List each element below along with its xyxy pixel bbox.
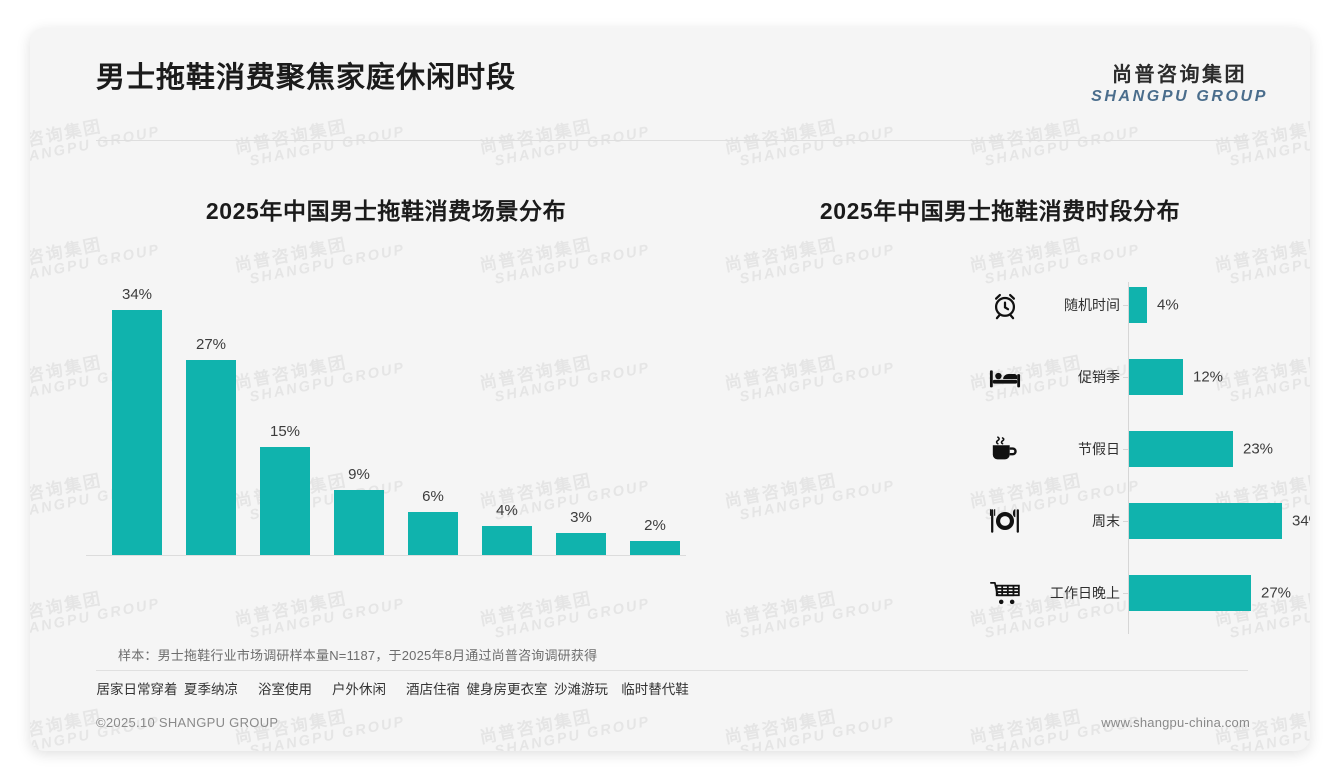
scene-bar-value: 9%: [348, 466, 370, 483]
scene-bar-value: 4%: [496, 502, 518, 519]
timing-bar-row[interactable]: 促销季 12%: [720, 354, 1280, 400]
copyright-text: ©2025.10 SHANGPU GROUP: [96, 715, 279, 730]
scene-bar-value: 2%: [644, 517, 666, 534]
scene-bar[interactable]: [174, 360, 248, 555]
scene-bar-rect: [112, 310, 162, 555]
scene-bar-label: 夏季纳凉: [184, 682, 238, 697]
coffee-cup-icon: [988, 432, 1022, 466]
header-divider: [96, 140, 1248, 141]
timing-bar-rect: [1129, 359, 1183, 395]
timing-chart-title: 2025年中国男士拖鞋消费时段分布: [819, 198, 1181, 224]
footer-divider: [96, 670, 1248, 671]
timing-bar-value: 4%: [1157, 296, 1179, 314]
timing-axis-tick: [1123, 449, 1129, 450]
timing-axis-tick: [1123, 305, 1129, 306]
scene-bar[interactable]: [322, 490, 396, 555]
timing-bar-row[interactable]: 周末 34%: [720, 498, 1310, 544]
brand-name-en: SHANGPU GROUP: [1091, 88, 1268, 105]
scene-bar-label: 户外休闲: [332, 682, 386, 697]
slide-card: 尚普咨询集团 SHANGPU GROUP 尚普咨询集团 SHANGPU GROUP 尚普…: [30, 28, 1310, 751]
brand-logo: 尚普咨询集团 SHANGPU GROUP: [1091, 58, 1268, 106]
scene-bar-label: 酒店住宿: [406, 682, 460, 697]
scene-bar[interactable]: [470, 526, 544, 555]
timing-bar-value: 27%: [1261, 584, 1292, 602]
timing-chart-axis: [1128, 282, 1129, 634]
timing-bar-label: 工作日晚上: [1050, 585, 1120, 601]
timing-bar-value: 34%: [1292, 512, 1310, 530]
timing-bar-label: 随机时间: [1064, 297, 1120, 313]
scene-bar-rect: [482, 526, 532, 555]
timing-bar-label: 节假日: [1078, 441, 1120, 457]
scene-bar-rect: [630, 541, 680, 555]
website-url[interactable]: www.shangpu-china.com: [1101, 715, 1250, 730]
page-title: 男士拖鞋消费聚焦家庭休闲时段: [96, 62, 517, 94]
timing-axis-tick: [1123, 377, 1129, 378]
scene-bar[interactable]: [544, 533, 618, 555]
timing-bar-rect: [1129, 503, 1282, 539]
source-footnote: 样本：男士拖鞋行业市场调研样本量N=1187，于2025年8月通过尚普咨询调研获…: [118, 648, 598, 663]
scene-bar[interactable]: [248, 447, 322, 555]
scene-bar-value: 27%: [195, 336, 227, 353]
timing-bar-rect: [1129, 431, 1233, 467]
bed-icon: [988, 360, 1022, 394]
timing-axis-tick: [1123, 593, 1129, 594]
scene-bar-rect: [408, 512, 458, 555]
scene-bar-value: 34%: [121, 286, 153, 303]
timing-bar-rect: [1129, 287, 1147, 323]
shopping-cart-icon: [988, 576, 1022, 610]
scene-chart-plot: 34% 居家日常穿着 27% 夏季纳凉 15% 浴室使用 9% 户外休闲 6% 酒店住宿 4% 健身房…: [86, 286, 689, 697]
scene-bar[interactable]: [396, 512, 470, 555]
scene-chart-title: 2025年中国男士拖鞋消费场景分布: [205, 198, 567, 224]
timing-bar-row[interactable]: 工作日晚上 27%: [720, 570, 1291, 616]
scene-bar[interactable]: [100, 310, 174, 555]
scene-bar-value: 3%: [570, 509, 592, 526]
scene-bar-rect: [260, 447, 310, 555]
scene-bar-rect: [186, 360, 236, 555]
timing-bar-label: 周末: [1092, 513, 1120, 529]
timing-axis-tick: [1123, 521, 1129, 522]
scene-bar-value: 6%: [422, 488, 444, 505]
scene-bar-value: 15%: [269, 423, 301, 440]
dining-plate-icon: [988, 504, 1022, 538]
slide-header: 男士拖鞋消费聚焦家庭休闲时段 尚普咨询集团 SHANGPU GROUP: [30, 28, 1310, 123]
scene-bar-rect: [556, 533, 606, 555]
scene-bar-label: 浴室使用: [258, 682, 312, 697]
scene-bar-label: 健身房更衣室: [466, 682, 548, 697]
timing-chart-plot: 随机时间 4% 促销季 12% 节假日 23% 周末 34% 工作日晚上 27%: [720, 272, 1310, 652]
timing-bar-label: 促销季: [1078, 369, 1120, 385]
slide-footer: ©2025.10 SHANGPU GROUP www.shangpu-china…: [30, 699, 1310, 751]
scene-bar-label: 沙滩游玩: [554, 682, 608, 697]
timing-bar-rect: [1129, 575, 1251, 611]
timing-bar-row[interactable]: 节假日 23%: [720, 426, 1280, 472]
scene-bar[interactable]: [618, 541, 692, 555]
timing-distribution-chart: 2025年中国男士拖鞋消费时段分布 随机时间 4% 促销季 12% 节假日 23% 周末 34…: [720, 168, 1310, 648]
timing-bar-row[interactable]: 随机时间 4%: [720, 282, 1280, 328]
scene-distribution-chart: 2025年中国男士拖鞋消费场景分布 34% 居家日常穿着 27% 夏季纳凉 15% 浴室使…: [66, 168, 706, 697]
scene-bar-label: 居家日常穿着: [96, 682, 178, 697]
brand-name-cn: 尚普咨询集团: [1112, 64, 1248, 86]
scene-chart-baseline: [86, 555, 686, 556]
scene-bar-rect: [334, 490, 384, 555]
alarm-clock-icon: [988, 288, 1022, 322]
timing-bar-value: 23%: [1243, 440, 1274, 458]
scene-bar-label: 临时替代鞋: [621, 682, 689, 697]
timing-bar-value: 12%: [1193, 368, 1224, 386]
